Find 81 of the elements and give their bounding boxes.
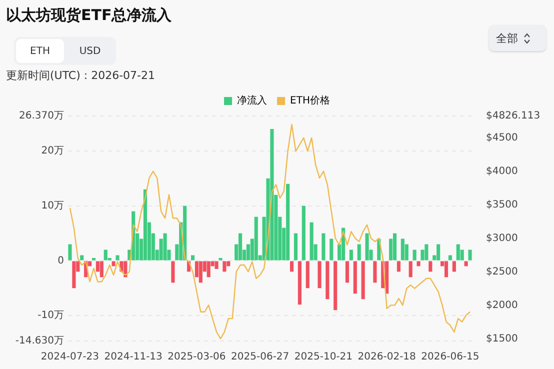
bar <box>310 222 314 260</box>
bar <box>424 244 428 260</box>
bar <box>68 244 72 260</box>
bar <box>452 261 456 272</box>
bar <box>412 250 416 260</box>
bar <box>361 261 365 300</box>
legend-label: ETH价格 <box>290 94 330 107</box>
y2-tick-label: $2000 <box>486 300 518 311</box>
bar <box>100 261 104 278</box>
bar <box>104 250 108 260</box>
x-tick-label: 2024-07-23 <box>40 352 100 363</box>
y-tick-label: -10万 <box>38 310 64 322</box>
bar <box>286 184 290 260</box>
bar <box>408 261 412 278</box>
bar <box>428 261 432 272</box>
bar <box>298 261 302 305</box>
bar <box>143 189 148 260</box>
bar <box>357 244 361 260</box>
bar <box>290 261 294 272</box>
x-tick-label: 2025-03-06 <box>168 352 226 363</box>
bar <box>302 206 306 260</box>
bar <box>448 255 452 260</box>
bar <box>206 261 210 278</box>
x-tick-label: 2026-06-15 <box>421 352 480 363</box>
bar <box>318 261 322 288</box>
bar <box>416 261 420 266</box>
bar <box>373 261 377 283</box>
chart-subtitle: 更新时间(UTC) : 2026-07-21 <box>6 68 156 83</box>
legend-label: 净流入 <box>237 94 268 107</box>
bar <box>171 261 175 283</box>
y-tick-label: -14.630万 <box>15 336 64 347</box>
bar <box>294 233 298 260</box>
bar <box>392 233 397 260</box>
x-tick-label: 2024-11-13 <box>104 352 162 363</box>
x-tick-label: 2026-02-18 <box>358 352 416 363</box>
y-tick-label: 10万 <box>41 200 64 212</box>
x-tick-label: 2025-10-21 <box>294 352 353 363</box>
y2-tick-label: $3500 <box>486 199 518 210</box>
y-tick-label: 26.370万 <box>19 110 64 122</box>
bar <box>464 261 468 266</box>
bar <box>254 216 258 260</box>
bar <box>116 255 120 260</box>
bar <box>112 261 116 266</box>
bar <box>400 238 404 260</box>
text: 全部 <box>496 30 518 46</box>
bar <box>238 233 242 260</box>
bar <box>198 261 202 283</box>
bar <box>326 261 330 300</box>
y2-tick-label: $4000 <box>486 166 518 177</box>
bar <box>456 244 460 260</box>
y-tick-label: 20万 <box>41 146 64 157</box>
y-tick-label: 0 <box>58 255 64 266</box>
bar <box>468 250 472 260</box>
text: ETH <box>16 39 64 63</box>
bar <box>365 233 369 260</box>
bar <box>385 261 389 294</box>
y2-tick-label: $1500 <box>486 333 518 344</box>
chart-title: 以太坊现货ETF总净流入 <box>6 6 172 25</box>
y2-tick-label: $2500 <box>486 266 518 278</box>
bar <box>349 250 353 260</box>
y2-tick-label: $3000 <box>486 232 518 244</box>
x-tick-label: 2025-06-27 <box>231 352 290 363</box>
y2-tick-label: $4500 <box>486 132 518 144</box>
bar <box>330 238 334 260</box>
bar <box>80 255 84 260</box>
bar <box>334 261 338 310</box>
y2-tick-label: $4826.113 <box>486 110 540 122</box>
bar <box>218 258 222 260</box>
bar <box>353 261 357 294</box>
bar <box>345 261 350 283</box>
bar <box>214 261 218 269</box>
bar <box>322 233 326 260</box>
bar <box>444 261 448 278</box>
bar <box>72 261 76 288</box>
bar <box>306 261 310 288</box>
bar <box>190 255 195 260</box>
bar <box>222 261 226 272</box>
bar <box>436 244 440 260</box>
bar <box>163 233 167 260</box>
bar <box>396 261 401 272</box>
text: USD <box>78 44 102 58</box>
